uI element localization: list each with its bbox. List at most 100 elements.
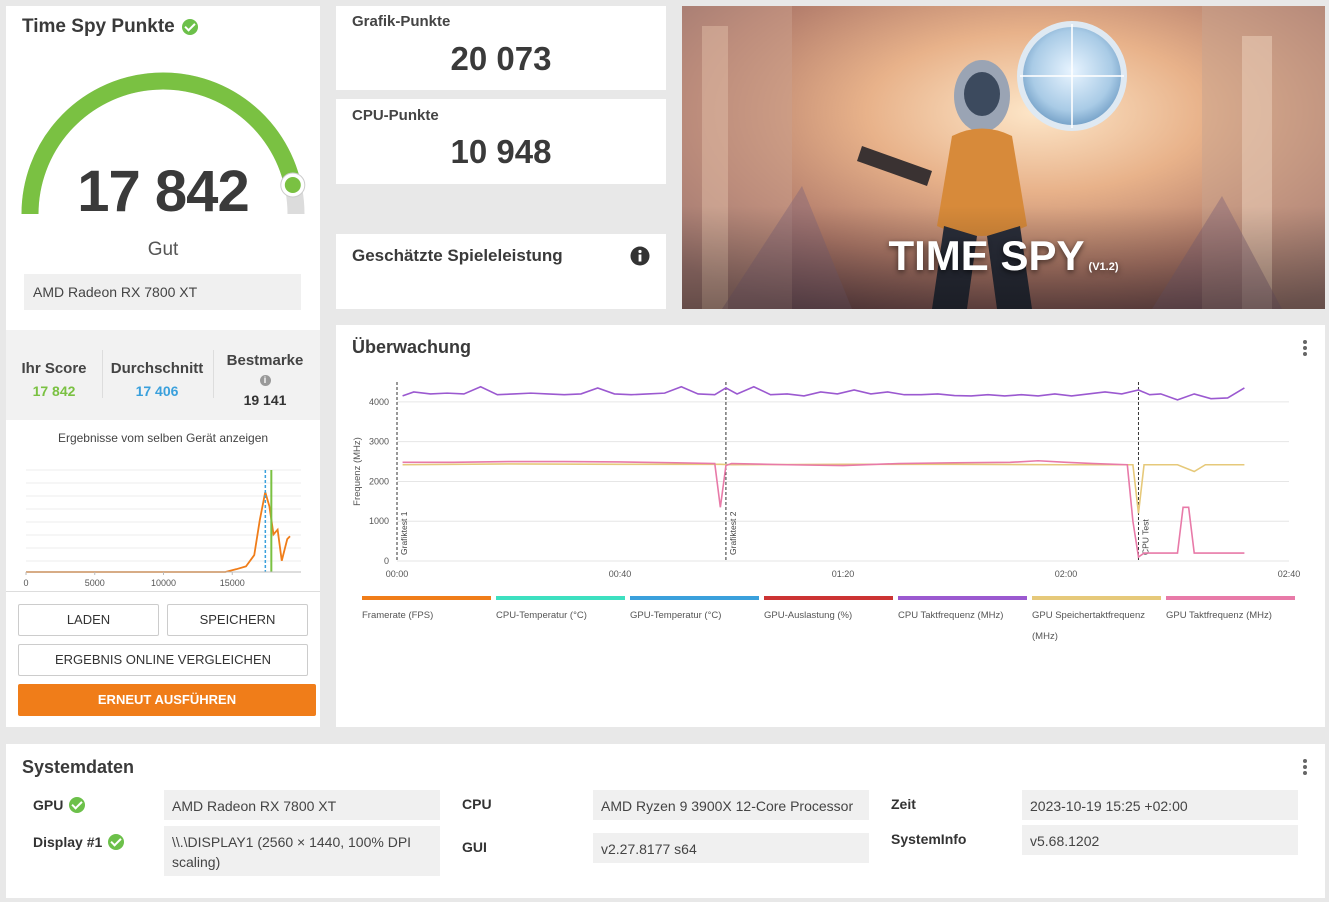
gpu-label-text: GPU [33, 797, 64, 813]
best-value: 19 141 [243, 392, 287, 408]
cpu-score-value: 10 948 [450, 133, 552, 170]
legend-label: GPU-Auslastung (%) [764, 610, 853, 621]
x-tick-label: 0 [23, 578, 28, 588]
more-options-icon[interactable] [1303, 340, 1307, 358]
distribution-line [26, 491, 291, 573]
x-tick-label: 01:20 [832, 569, 855, 579]
gauge-knob-fill [284, 176, 301, 193]
legend-item[interactable]: Framerate (FPS) [362, 596, 491, 626]
y-tick-label: 4000 [369, 397, 389, 407]
legend-label: CPU-Temperatur (°C) [496, 610, 587, 621]
y-axis-label: Frequenz (MHz) [352, 437, 363, 506]
game-performance-card: Geschätzte Spieleleistung [336, 234, 666, 309]
systeminfo-value: v5.68.1202 [1022, 825, 1298, 855]
series-line [402, 385, 1245, 401]
hero-artwork [682, 6, 1325, 309]
info-icon[interactable]: i [259, 375, 271, 386]
y-tick-label: 1000 [369, 516, 389, 526]
benchmark-title: TIME SPY (V1.2) [682, 232, 1325, 280]
legend-item[interactable]: CPU-Temperatur (°C) [496, 596, 625, 626]
legend-item[interactable]: GPU Speichertaktfrequenz (MHz) [1032, 596, 1161, 647]
best-col: Bestmarke i 19 141 [220, 352, 310, 408]
series-line [402, 459, 1245, 559]
save-button[interactable]: SPEICHERN [167, 604, 308, 636]
benchmark-title-text: TIME SPY [888, 232, 1085, 279]
legend-swatch [1166, 596, 1295, 600]
info-icon[interactable] [630, 246, 650, 266]
benchmark-version: (V1.2) [1088, 261, 1119, 273]
legend-label: GPU Speichertaktfrequenz (MHz) [1032, 610, 1146, 642]
score-title: Time Spy Punkte [22, 16, 198, 38]
verified-check-icon [69, 797, 86, 813]
gui-label: GUI [462, 839, 487, 855]
legend-swatch [764, 596, 893, 600]
average-value: 17 406 [135, 383, 179, 399]
y-tick-label: 3000 [369, 437, 389, 447]
legend-item[interactable]: GPU Taktfrequenz (MHz) [1166, 596, 1295, 626]
monitoring-chart: 0 1000 2000 3000 4000 00:00 00:40 01:20 02:00 02:… [352, 382, 1301, 579]
average-col: Durchschnitt 17 406 [107, 360, 207, 399]
game-performance-title: Geschätzte Spieleleistung [352, 246, 563, 265]
legend-swatch [898, 596, 1027, 600]
cpu-label: CPU [462, 796, 492, 812]
x-tick-label: 5000 [85, 578, 105, 588]
display-value: \\.\DISPLAY1 (2560 × 1440, 100% DPI scal… [164, 826, 440, 876]
monitoring-title: Überwachung [352, 337, 472, 357]
your-score-label: Ihr Score [21, 360, 87, 377]
your-score-value: 17 842 [32, 383, 76, 399]
graphics-score-label: Grafik-Punkte [352, 13, 451, 30]
time-value: 2023-10-19 15:25 +02:00 [1022, 790, 1298, 820]
divider [102, 350, 103, 398]
score-gauge [21, 72, 306, 215]
x-tick-label: 00:00 [386, 569, 409, 579]
graphics-score-value: 20 073 [450, 40, 552, 77]
x-tick-label: 02:00 [1055, 569, 1078, 579]
compare-online-button[interactable]: ERGEBNIS ONLINE VERGLEICHEN [18, 644, 308, 676]
system-data-card: Systemdaten GPU AMD Radeon RX 7800 XT Di… [6, 744, 1325, 898]
legend-swatch [362, 596, 491, 600]
run-again-button[interactable]: ERNEUT AUSFÜHREN [18, 684, 316, 716]
legend-label: GPU-Temperatur (°C) [630, 610, 722, 621]
x-tick-label: 00:40 [609, 569, 632, 579]
series-line [402, 463, 1245, 514]
legend-item[interactable]: GPU-Auslastung (%) [764, 596, 893, 626]
score-comparison: Ihr Score 17 842 Durchschnitt 17 406 Bes… [6, 330, 320, 420]
gauge-fill [21, 72, 302, 215]
y-tick-label: 0 [384, 556, 389, 566]
systeminfo-label: SystemInfo [891, 831, 967, 847]
average-label: Durchschnitt [110, 360, 204, 377]
test-marker-label: CPU Test [1140, 519, 1150, 555]
gpu-label: GPU [33, 797, 86, 813]
legend-label: Framerate (FPS) [362, 610, 434, 621]
x-tick-label: 02:40 [1278, 569, 1301, 579]
score-histogram: 0 5000 10000 15000 [23, 469, 301, 588]
gpu-name-box: AMD Radeon RX 7800 XT [24, 274, 301, 310]
display-label-text: Display #1 [33, 834, 103, 850]
x-tick-label: 15000 [220, 578, 245, 588]
legend-label: CPU Taktfrequenz (MHz) [898, 610, 1004, 621]
verified-check-icon [181, 19, 198, 35]
x-tick-label: 10000 [151, 578, 176, 588]
cpu-value: AMD Ryzen 9 3900X 12-Core Processor [593, 790, 869, 820]
legend-item[interactable]: CPU Taktfrequenz (MHz) [898, 596, 1027, 626]
legend-item[interactable]: GPU-Temperatur (°C) [630, 596, 759, 626]
gui-value: v2.27.8177 s64 [593, 833, 869, 863]
legend-swatch [496, 596, 625, 600]
best-label: Bestmarke [226, 352, 304, 369]
legend-label: GPU Taktfrequenz (MHz) [1166, 610, 1272, 621]
your-score-col: Ihr Score 17 842 [16, 360, 92, 399]
time-label: Zeit [891, 796, 916, 812]
score-title-text: Time Spy Punkte [22, 16, 175, 37]
more-options-icon[interactable] [1303, 759, 1307, 777]
test-marker-label: Grafiktest 2 [728, 511, 738, 555]
gpu-value: AMD Radeon RX 7800 XT [164, 790, 440, 820]
divider [6, 591, 320, 592]
legend-swatch [630, 596, 759, 600]
load-button[interactable]: LADEN [18, 604, 159, 636]
y-tick-label: 2000 [369, 476, 389, 486]
score-rating: Gut [147, 239, 179, 260]
same-device-results-label[interactable]: Ergebnisse vom selben Gerät anzeigen [57, 431, 269, 445]
monitoring-card: Überwachung 0 1000 2000 3000 4000 00:00 00:40 0… [336, 325, 1325, 727]
divider [213, 350, 214, 398]
test-marker-label: Grafiktest 1 [399, 511, 409, 555]
